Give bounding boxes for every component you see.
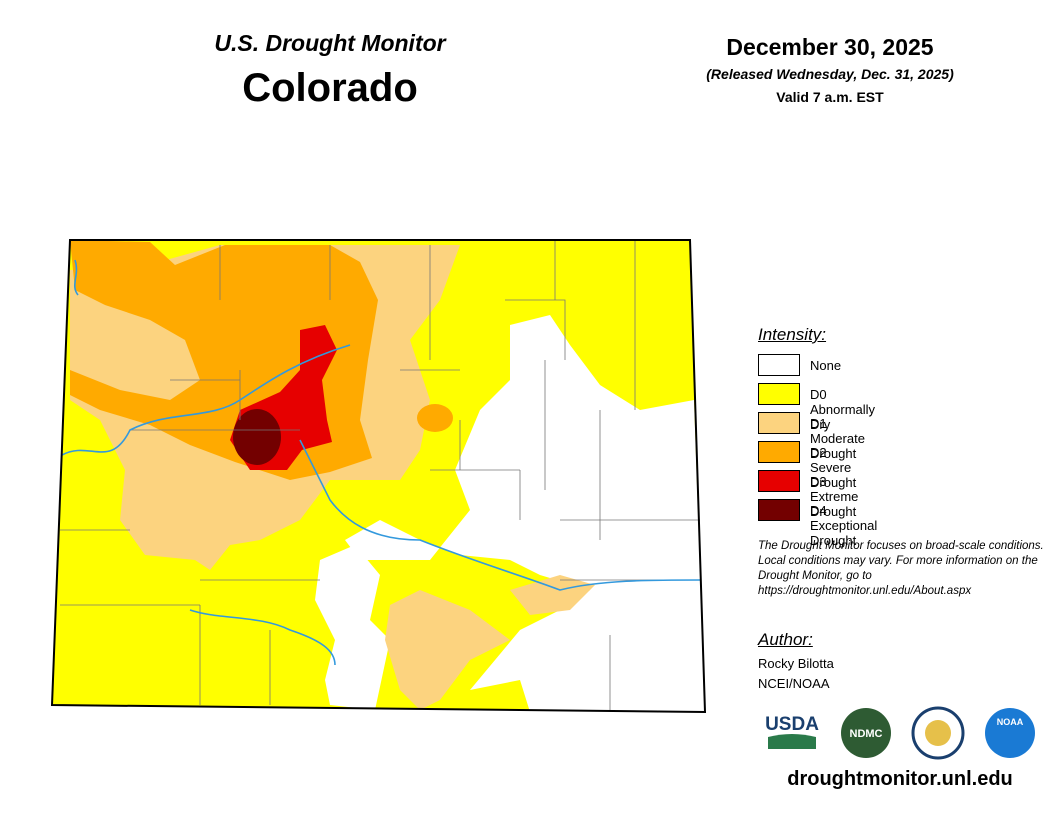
legend-swatch <box>758 470 800 492</box>
logo-ndmc <box>841 708 891 758</box>
logo-usda-mark <box>768 734 816 749</box>
legend-label: D0 Abnormally Dry <box>810 387 876 432</box>
logo-doc-seal <box>925 720 951 746</box>
logo-ndmc-text: NDMC <box>850 728 883 740</box>
valid-time: Valid 7 a.m. EST <box>776 89 884 105</box>
logos: USDA NDMC NOAA <box>765 706 1035 760</box>
legend-swatch <box>758 441 800 463</box>
d1-area <box>385 590 510 710</box>
logo-noaa <box>985 708 1035 758</box>
none-area <box>345 315 705 712</box>
map <box>50 239 707 714</box>
d4-area <box>233 409 281 465</box>
state-name: Colorado <box>242 66 418 110</box>
website: droughtmonitor.unl.edu <box>787 768 1013 790</box>
author-org: NCEI/NOAA <box>758 676 830 691</box>
d1-area <box>70 300 200 400</box>
legend-title: Intensity: <box>758 325 827 344</box>
logo-noaa-text: NOAA <box>997 717 1024 727</box>
legend-swatch <box>758 354 800 376</box>
release-date: (Released Wednesday, Dec. 31, 2025) <box>706 66 954 82</box>
date: December 30, 2025 <box>726 34 934 60</box>
legend-label: D4 Exceptional Drought <box>810 503 878 548</box>
d1-area <box>510 575 595 615</box>
legend-label: None <box>810 358 842 373</box>
author-title: Author: <box>758 630 813 649</box>
author-name: Rocky Bilotta <box>758 656 834 671</box>
legend-label: D2 Severe Drought <box>810 445 857 490</box>
county-lines <box>60 240 700 712</box>
state-border <box>50 239 707 714</box>
legend-label: D1 Moderate Drought <box>810 416 865 461</box>
legend-swatch <box>758 412 800 434</box>
none-area <box>315 545 390 710</box>
logo-usda: USDA <box>765 714 819 735</box>
legend-label: D3 Extreme Drought <box>810 474 859 519</box>
note: The Drought Monitor focuses on broad-sca… <box>758 540 1044 597</box>
legend-swatch <box>758 383 800 405</box>
title: U.S. Drought Monitor <box>214 30 446 56</box>
legend-swatch <box>758 499 800 521</box>
rivers <box>61 259 701 666</box>
d2-area <box>417 404 453 432</box>
